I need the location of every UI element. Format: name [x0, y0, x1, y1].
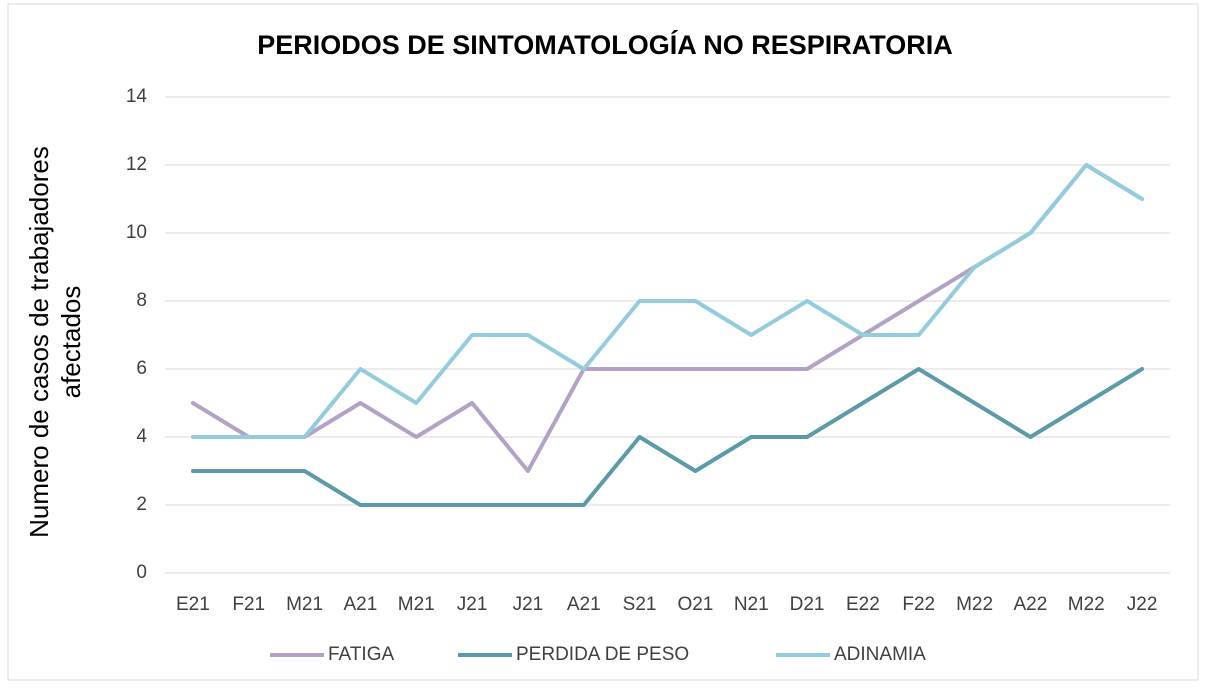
x-tick-label: A22	[1014, 594, 1048, 615]
y-tick-label: 12	[126, 154, 147, 175]
x-tick-label: M21	[398, 594, 435, 615]
y-tick-label: 2	[136, 494, 147, 515]
x-tick-label: N21	[734, 594, 769, 615]
series-line	[190, 367, 1145, 507]
x-tick-label: J21	[457, 594, 488, 615]
x-tick-label: S21	[623, 594, 657, 615]
x-tick-label: M21	[286, 594, 323, 615]
x-tick-label: F22	[902, 594, 935, 615]
x-tick-label: M22	[956, 594, 993, 615]
y-tick-label: 10	[126, 222, 147, 243]
x-tick-label: E22	[846, 594, 880, 615]
y-tick-label: 4	[136, 426, 147, 447]
x-tick-label: F21	[232, 594, 265, 615]
legend-label: PERDIDA DE PESO	[516, 644, 689, 665]
y-tick-label: 14	[126, 86, 148, 107]
x-tick-label: J22	[1127, 594, 1158, 615]
legend-label: ADINAMIA	[834, 644, 926, 665]
x-tick-label: D21	[790, 594, 825, 615]
legend-label: FATIGA	[328, 644, 394, 665]
x-tick-label: O21	[677, 594, 713, 615]
series-line	[190, 163, 1145, 439]
y-tick-label: 8	[136, 290, 147, 311]
y-tick-label: 0	[136, 562, 147, 583]
y-axis-label: Numero de casos de trabajadores afectado…	[24, 146, 86, 538]
x-tick-label: A21	[567, 594, 601, 615]
x-tick-label: J21	[513, 594, 544, 615]
x-tick-label: A21	[344, 594, 378, 615]
x-tick-label: M22	[1068, 594, 1105, 615]
chart-border	[7, 3, 1199, 681]
x-tick-label: E21	[176, 594, 210, 615]
y-tick-label: 6	[136, 358, 147, 379]
chart-title: PERIODOS DE SINTOMATOLOGÍA NO RESPIRATOR…	[257, 29, 953, 60]
